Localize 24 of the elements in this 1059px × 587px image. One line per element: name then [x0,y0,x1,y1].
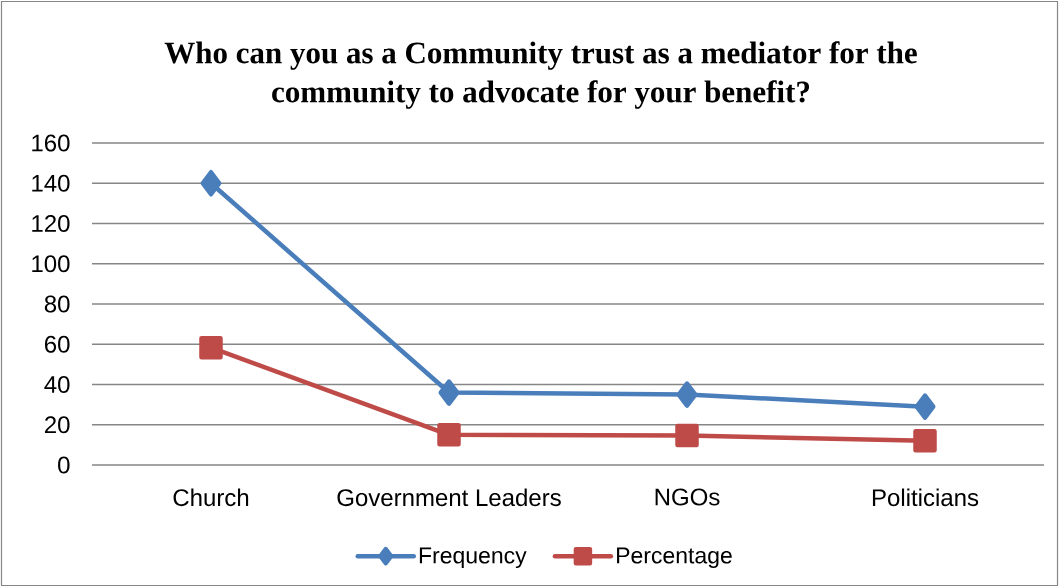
y-tick-label: 80 [44,295,70,313]
point [200,170,222,197]
x-tick-label: Politicians [872,488,979,507]
legend-label: Percentage [617,547,732,569]
y-tick-label: 140 [32,174,70,192]
point [437,423,461,447]
chart-title: Who can you as a Community trust as a mediator for the community to advocate for your benefit? [164,41,917,109]
point [914,393,936,420]
y-tick-label: 60 [45,335,70,353]
point [676,381,698,408]
point [199,335,223,360]
x-tick-label: Government Leaders [337,488,561,507]
y-tick-label: 100 [32,255,70,273]
y-tick-label: 20 [44,416,70,434]
y-tick-label: 160 [32,134,70,152]
legend-label: Frequency [419,547,527,569]
x-tick-label: NGOs [655,488,720,506]
point [913,428,937,453]
y-tick-label: 0 [58,456,70,474]
point [438,379,460,406]
x-tick-label: Church [173,488,249,507]
y-tick-label: 120 [32,214,70,232]
point [675,423,699,448]
y-tick-label: 40 [44,376,70,393]
